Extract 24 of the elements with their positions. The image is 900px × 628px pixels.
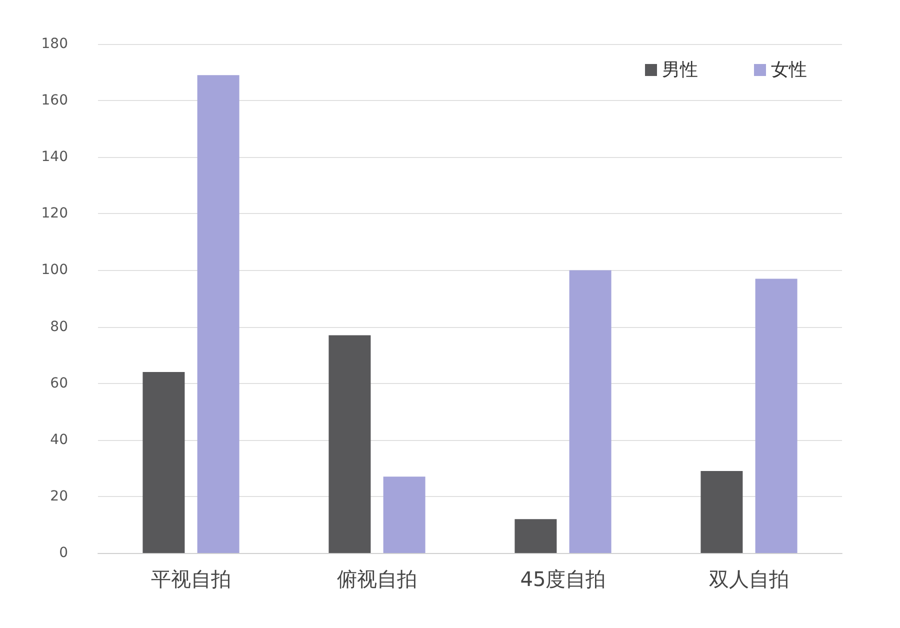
x-tick-label: 俯视自拍 xyxy=(337,567,417,591)
x-tick-label: 双人自拍 xyxy=(709,567,789,591)
bar xyxy=(142,372,185,553)
y-tick-label: 120 xyxy=(41,206,68,222)
bar xyxy=(197,75,240,553)
y-tick-label: 180 xyxy=(41,36,68,52)
y-tick-label: 40 xyxy=(50,432,68,448)
x-tick-label: 平视自拍 xyxy=(151,567,231,591)
legend-label: 女性 xyxy=(771,60,807,80)
bar xyxy=(755,278,798,553)
bar xyxy=(569,270,612,553)
bar xyxy=(700,470,743,553)
bar xyxy=(383,476,426,553)
bar xyxy=(514,519,557,553)
y-tick-label: 140 xyxy=(41,149,68,166)
y-tick-label: 100 xyxy=(41,262,68,278)
y-tick-label: 60 xyxy=(50,375,68,392)
x-tick-label: 45度自拍 xyxy=(520,567,606,591)
legend-label: 男性 xyxy=(662,60,698,80)
y-tick-label: 20 xyxy=(50,488,68,504)
y-tick-label: 0 xyxy=(59,545,68,561)
bar xyxy=(328,335,371,553)
y-tick-label: 80 xyxy=(50,318,68,335)
y-tick-label: 160 xyxy=(41,92,68,109)
